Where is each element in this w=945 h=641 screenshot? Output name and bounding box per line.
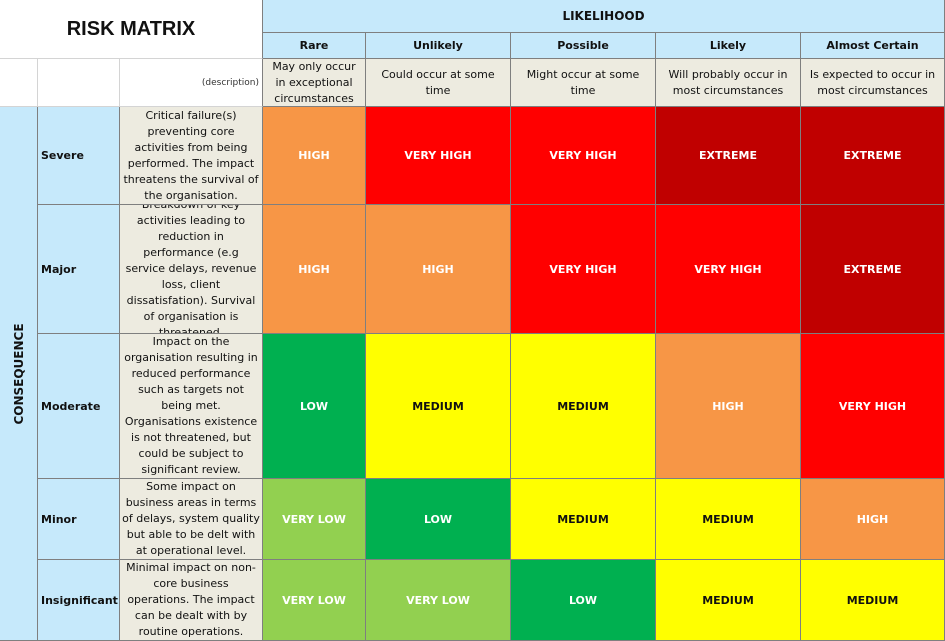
- consequence-header: CONSEQUENCE: [0, 107, 38, 641]
- likelihood-description: May only occur in exceptional circumstan…: [263, 59, 366, 107]
- consequence-description: Minimal impact on non-core business oper…: [120, 560, 263, 641]
- risk-rating-cell: MEDIUM: [511, 479, 656, 560]
- likelihood-almost-certain-header: Almost Certain: [801, 33, 945, 59]
- risk-rating-cell: HIGH: [366, 205, 511, 334]
- consequence-major-label: Major: [38, 205, 120, 334]
- risk-rating-cell: VERY LOW: [263, 479, 366, 560]
- blank-corner-cell: [0, 59, 38, 107]
- risk-rating-cell: HIGH: [263, 205, 366, 334]
- risk-rating-cell: LOW: [511, 560, 656, 641]
- risk-rating-cell: MEDIUM: [656, 560, 801, 641]
- risk-rating-cell: VERY LOW: [263, 560, 366, 641]
- consequence-description: Impact on the organisation resulting in …: [120, 334, 263, 479]
- risk-rating-cell: HIGH: [656, 334, 801, 479]
- risk-rating-cell: MEDIUM: [656, 479, 801, 560]
- risk-rating-cell: HIGH: [801, 479, 945, 560]
- risk-rating-cell: VERY HIGH: [801, 334, 945, 479]
- consequence-description: Some impact on business areas in terms o…: [120, 479, 263, 560]
- risk-rating-cell: MEDIUM: [511, 334, 656, 479]
- risk-rating-cell: VERY HIGH: [656, 205, 801, 334]
- likelihood-unlikely-header: Unlikely: [366, 33, 511, 59]
- consequence-moderate-label: Moderate: [38, 334, 120, 479]
- risk-rating-cell: LOW: [263, 334, 366, 479]
- likelihood-possible-header: Possible: [511, 33, 656, 59]
- consequence-description: Critical failure(s) preventing core acti…: [120, 107, 263, 205]
- likelihood-description: Is expected to occur in most circumstanc…: [801, 59, 945, 107]
- risk-rating-cell: EXTREME: [801, 205, 945, 334]
- likelihood-rare-header: Rare: [263, 33, 366, 59]
- description-header: (description): [120, 59, 263, 107]
- risk-rating-cell: VERY LOW: [366, 560, 511, 641]
- blank-severity-header: [38, 59, 120, 107]
- risk-rating-cell: VERY HIGH: [366, 107, 511, 205]
- risk-rating-cell: VERY HIGH: [511, 107, 656, 205]
- likelihood-likely-header: Likely: [656, 33, 801, 59]
- consequence-label: CONSEQUENCE: [11, 322, 26, 425]
- risk-rating-cell: VERY HIGH: [511, 205, 656, 334]
- consequence-severe-label: Severe: [38, 107, 120, 205]
- likelihood-description: Will probably occur in most circumstance…: [656, 59, 801, 107]
- consequence-description: Breakdown of key activities leading to r…: [120, 205, 263, 334]
- risk-rating-cell: MEDIUM: [366, 334, 511, 479]
- risk-rating-cell: EXTREME: [656, 107, 801, 205]
- matrix-title: RISK MATRIX: [0, 0, 263, 59]
- likelihood-description: Might occur at some time: [511, 59, 656, 107]
- consequence-insignificant-label: Insignificant: [38, 560, 120, 641]
- risk-rating-cell: HIGH: [263, 107, 366, 205]
- risk-rating-cell: LOW: [366, 479, 511, 560]
- likelihood-header: LIKELIHOOD: [263, 0, 945, 33]
- risk-rating-cell: MEDIUM: [801, 560, 945, 641]
- consequence-minor-label: Minor: [38, 479, 120, 560]
- likelihood-description: Could occur at some time: [366, 59, 511, 107]
- risk-rating-cell: EXTREME: [801, 107, 945, 205]
